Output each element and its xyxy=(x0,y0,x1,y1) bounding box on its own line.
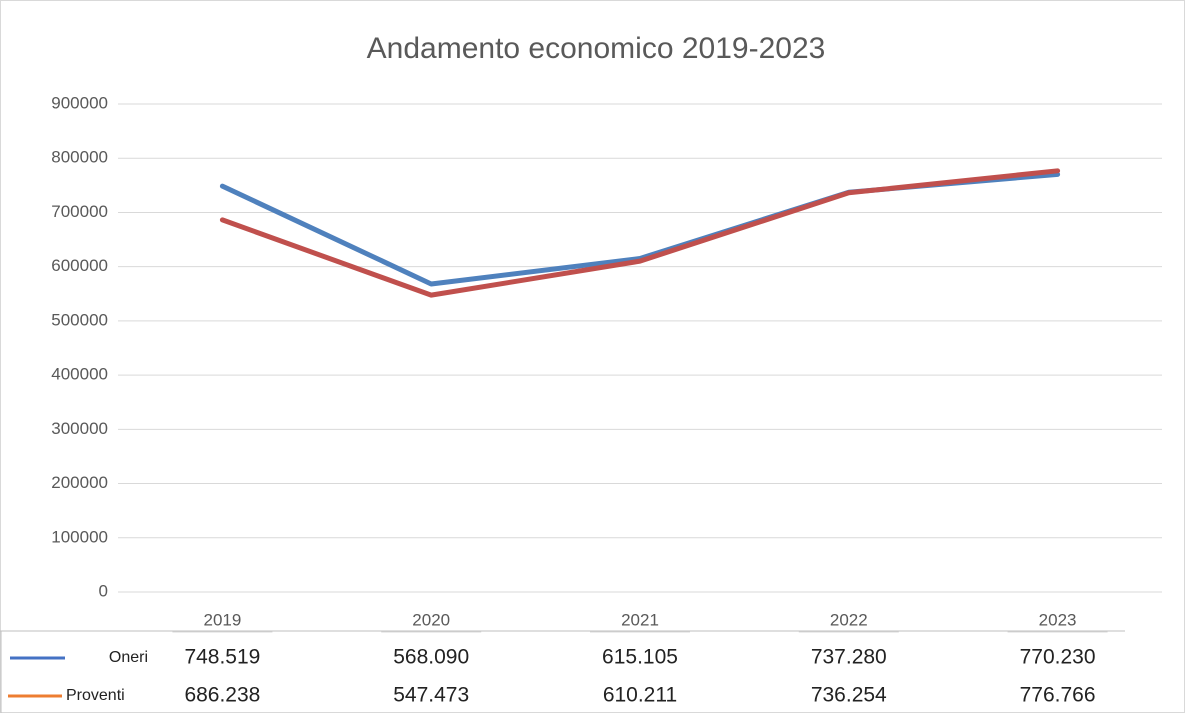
y-tick-label: 200000 xyxy=(51,473,108,492)
y-tick-label: 100000 xyxy=(51,527,108,546)
table-value: 686.238 xyxy=(184,684,260,707)
table-value: 568.090 xyxy=(393,646,469,669)
table-value: 748.519 xyxy=(184,646,260,669)
x-tick-label: 2021 xyxy=(621,610,659,629)
y-tick-label: 400000 xyxy=(51,365,108,384)
x-tick-label: 2019 xyxy=(203,610,241,629)
y-tick-label: 0 xyxy=(99,581,108,600)
x-tick-label: 2023 xyxy=(1039,610,1077,629)
table-value: 736.254 xyxy=(811,684,887,707)
y-tick-label: 600000 xyxy=(51,256,108,275)
legend-label: Proventi xyxy=(66,687,125,704)
table-value: 776.766 xyxy=(1020,684,1096,707)
legend-label: Oneri xyxy=(109,649,148,666)
x-tick-label: 2022 xyxy=(830,610,868,629)
y-tick-label: 500000 xyxy=(51,310,108,329)
y-tick-label: 900000 xyxy=(51,93,108,112)
table-value: 770.230 xyxy=(1020,646,1096,669)
y-tick-label: 300000 xyxy=(51,419,108,438)
table-value: 615.105 xyxy=(602,646,678,669)
table-value: 610.211 xyxy=(603,684,677,707)
data-line xyxy=(219,168,1061,298)
table-value: 737.280 xyxy=(811,646,887,669)
y-tick-label: 800000 xyxy=(51,148,108,167)
chart-title: Andamento economico 2019-2023 xyxy=(367,32,826,65)
x-tick-label: 2020 xyxy=(412,610,450,629)
table-value: 547.473 xyxy=(393,684,469,707)
y-tick-label: 700000 xyxy=(51,202,108,221)
